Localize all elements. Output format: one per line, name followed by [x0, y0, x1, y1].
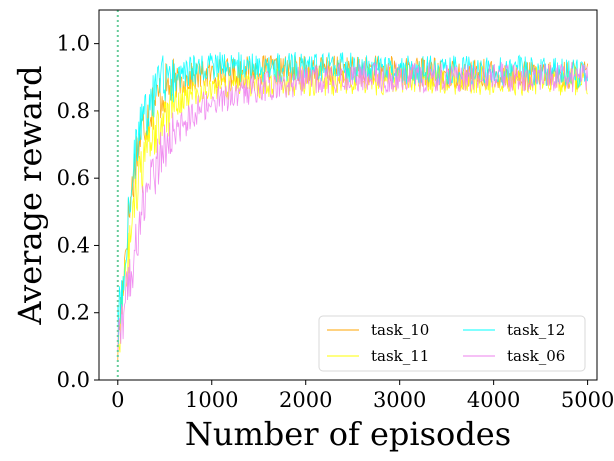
legend-label-task_06: task_06: [507, 347, 565, 365]
plot-frame: [98, 9, 598, 381]
legend-label-task_12: task_12: [507, 321, 565, 339]
y-tick-label: 0.6: [57, 166, 90, 190]
x-tick-label: 1000: [185, 388, 238, 412]
y-axis-ticks: 0.0 0.2 0.4 0.6 0.8 1.0: [57, 32, 99, 392]
series-line-task_11: [117, 64, 588, 353]
legend-label-task_10: task_10: [371, 321, 429, 339]
y-axis-label: Average reward: [11, 65, 49, 325]
y-tick-label: 0.4: [57, 233, 90, 257]
x-tick-label: 5000: [561, 388, 614, 412]
y-tick-label: 0.2: [57, 301, 90, 325]
series-layer: [117, 52, 588, 361]
series-line-task_06: [117, 62, 588, 351]
y-tick-label: 0.8: [57, 99, 90, 123]
x-tick-label: 2000: [279, 388, 332, 412]
y-tick-label: 1.0: [57, 32, 90, 56]
x-axis-label: Number of episodes: [185, 415, 511, 453]
y-tick-label: 0.0: [57, 368, 90, 392]
legend-label-task_11: task_11: [371, 347, 429, 365]
x-tick-label: 3000: [373, 388, 426, 412]
x-tick-label: 0: [111, 388, 124, 412]
legend-box: [318, 315, 586, 372]
x-tick-label: 4000: [467, 388, 520, 412]
x-axis-ticks: 0 1000 2000 3000 4000 5000: [111, 380, 614, 412]
legend: task_10 task_11 task_12 task_06: [318, 315, 586, 372]
